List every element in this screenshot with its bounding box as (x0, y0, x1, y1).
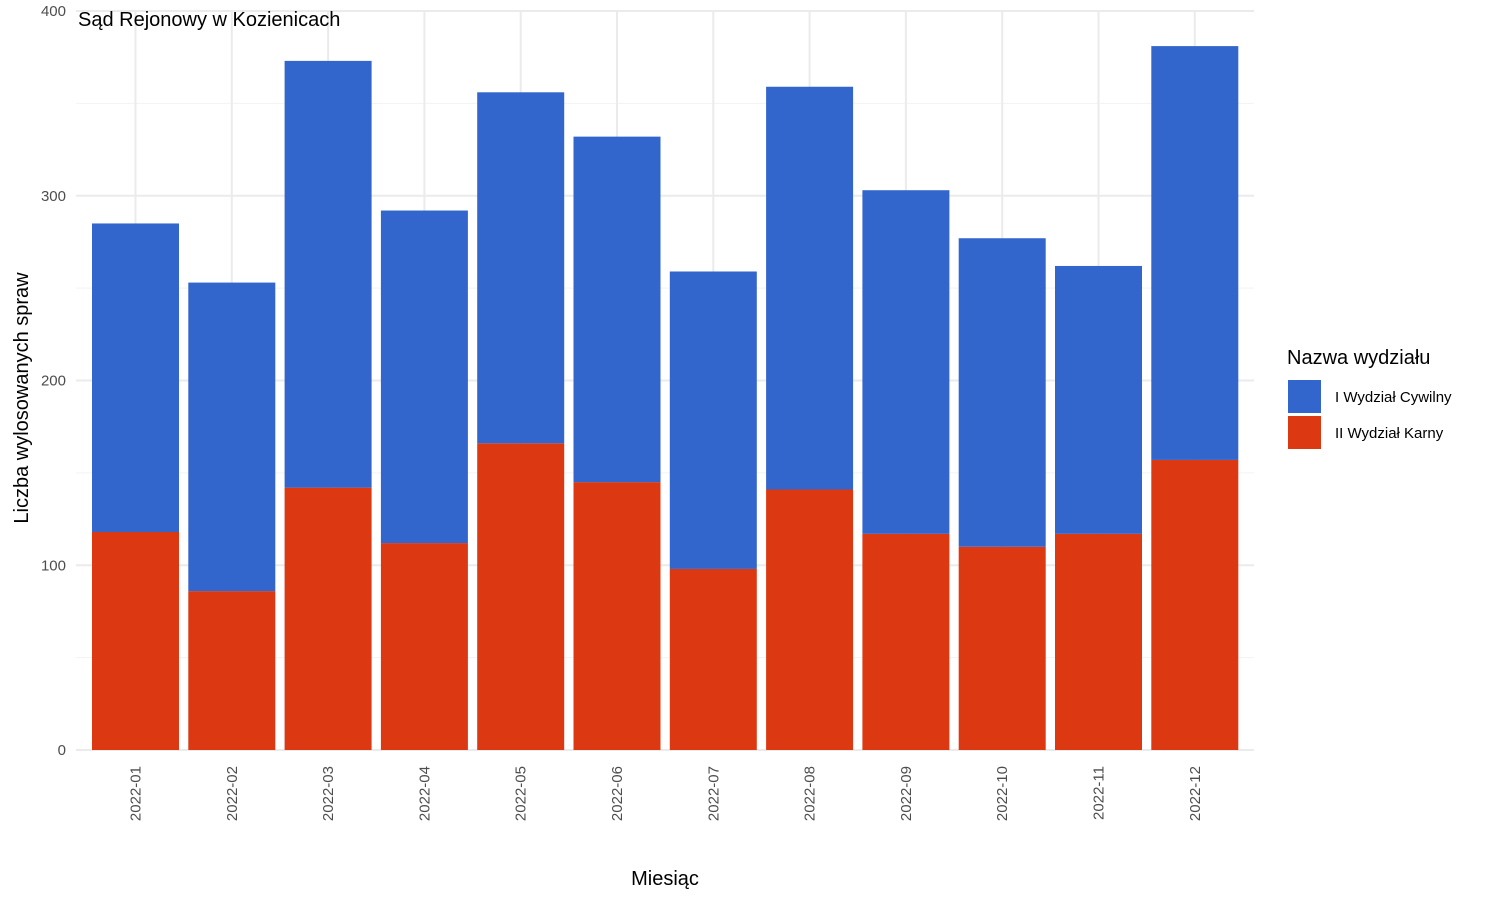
x-tick-label: 2022-02 (224, 766, 241, 821)
y-tick-label: 100 (41, 557, 66, 574)
legend: Nazwa wydziału I Wydział Cywilny II Wydzi… (1287, 347, 1452, 449)
bar-segment (380, 210, 468, 544)
bar-segment (862, 190, 950, 534)
bar-segment (862, 533, 950, 750)
y-tick-label: 300 (41, 188, 66, 205)
legend-swatch (1288, 416, 1321, 449)
bar-segment (477, 443, 565, 750)
bar-segment (284, 60, 372, 488)
x-tick-label: 2022-06 (609, 766, 626, 821)
y-tick-label: 400 (41, 3, 66, 20)
y-tick-label: 0 (58, 742, 66, 759)
legend-label: II Wydział Karny (1335, 425, 1444, 442)
bar-segment (1055, 533, 1142, 750)
bar-segment (766, 489, 854, 750)
y-tick-label: 200 (41, 373, 66, 390)
bar-segment (669, 271, 757, 569)
bar-segment (669, 568, 757, 750)
bar-segment (380, 543, 468, 750)
legend-items: I Wydział Cywilny II Wydział Karny (1288, 380, 1452, 449)
x-tick-label: 2022-09 (898, 766, 915, 821)
legend-swatch (1288, 380, 1321, 413)
x-tick-label: 2022-08 (802, 766, 819, 821)
bars (92, 46, 1239, 750)
bar-segment (573, 136, 661, 483)
x-tick-label: 2022-12 (1187, 766, 1204, 821)
x-axis-ticks: 2022-01 2022-02 2022-03 2022-04 2022-05 2022-… (128, 766, 1204, 821)
bar-segment (766, 86, 854, 490)
legend-title: Nazwa wydziału (1287, 347, 1430, 369)
bar-segment (188, 282, 276, 592)
bar-segment (573, 482, 661, 750)
bar-segment (92, 531, 179, 750)
y-axis-title: Liczba wylosowanych spraw (11, 272, 33, 524)
bar-segment (188, 591, 276, 750)
bar-segment (1151, 46, 1239, 460)
bar-segment (92, 223, 179, 532)
bar-segment (1055, 265, 1142, 534)
chart-title: Sąd Rejonowy w Kozienicach (78, 9, 340, 31)
x-tick-label: 2022-05 (513, 766, 530, 821)
legend-label: I Wydział Cywilny (1335, 389, 1452, 406)
x-tick-label: 2022-03 (320, 766, 337, 821)
bar-segment (477, 92, 565, 444)
x-tick-label: 2022-01 (128, 766, 145, 821)
y-axis-ticks: 0 100 200 300 400 (41, 3, 66, 759)
x-tick-label: 2022-11 (1091, 766, 1108, 820)
x-axis-title: Miesiąc (631, 868, 699, 890)
bar-segment (958, 546, 1046, 750)
x-tick-label: 2022-04 (416, 766, 433, 821)
x-tick-label: 2022-07 (705, 766, 722, 821)
bar-segment (1151, 459, 1239, 750)
bar-segment (284, 487, 372, 750)
bar-segment (958, 238, 1046, 547)
x-tick-label: 2022-10 (994, 766, 1011, 821)
